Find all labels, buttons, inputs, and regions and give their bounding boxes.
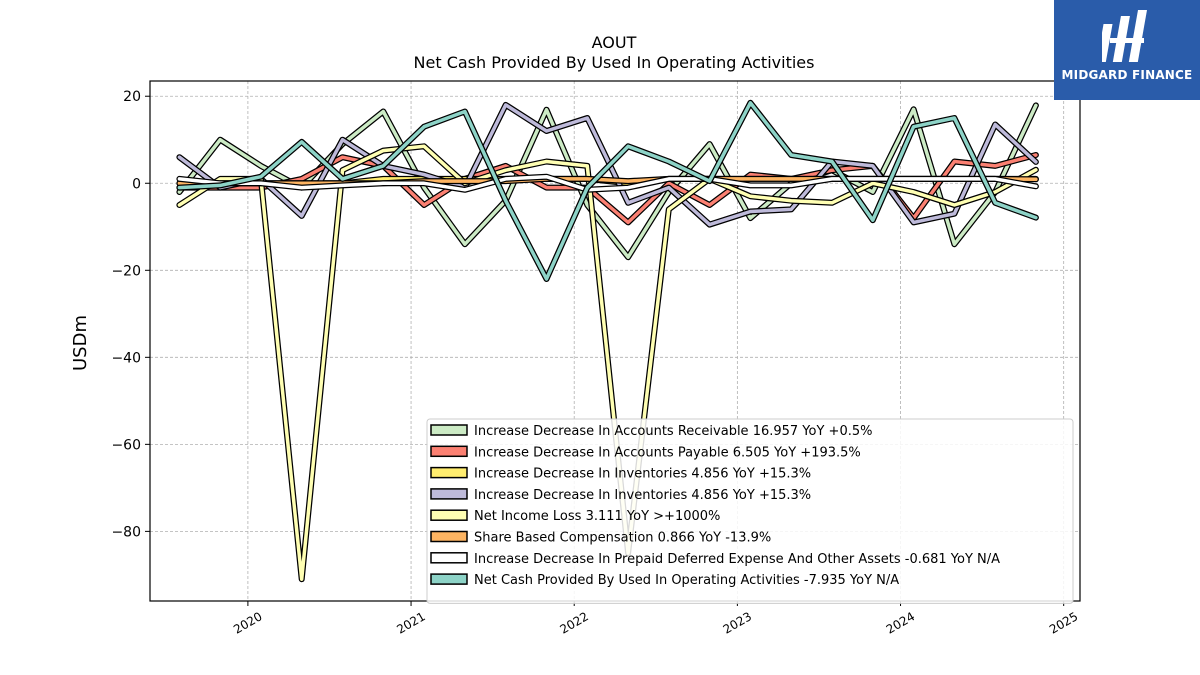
series-8	[176, 99, 1039, 282]
legend-label: Net Income Loss 3.111 YoY >+1000%	[474, 509, 720, 524]
legend-label: Share Based Compensation 0.866 YoY -13.9…	[474, 531, 771, 546]
legend-item: Net Income Loss 3.111 YoY >+1000%	[430, 509, 720, 524]
chart-subtitle: Net Cash Provided By Used In Operating A…	[414, 53, 815, 72]
y-tick-label: −40	[111, 350, 141, 366]
legend-item: Share Based Compensation 0.866 YoY -13.9…	[430, 530, 771, 546]
series-layer	[176, 99, 1039, 583]
legend-item: Increase Decrease In Inventories 4.856 Y…	[430, 488, 811, 503]
y-tick-label: 0	[132, 176, 141, 192]
legend-swatch	[430, 552, 468, 564]
x-tick-label: 2024	[884, 609, 917, 636]
y-tick-label: −60	[111, 437, 141, 453]
logo-text: MIDGARD FINANCE	[1061, 68, 1193, 82]
legend-swatch	[430, 530, 468, 543]
brand-logo: MIDGARD FINANCE	[1054, 0, 1200, 100]
y-tick-label: 20	[123, 89, 141, 105]
series-line	[177, 101, 1038, 281]
series-line	[177, 103, 1038, 227]
logo-mark-icon	[1102, 10, 1147, 62]
y-tick-label: −20	[111, 263, 141, 279]
legend-swatch	[430, 509, 468, 521]
y-axis-label: USDm	[70, 315, 91, 371]
legend-label: Increase Decrease In Prepaid Deferred Ex…	[474, 552, 1000, 567]
series-line	[177, 144, 1038, 581]
x-tick-label: 2020	[231, 609, 264, 636]
x-tick-label: 2025	[1047, 609, 1080, 636]
legend-label: Increase Decrease In Inventories 4.856 Y…	[474, 467, 811, 482]
legend-box	[426, 418, 1074, 604]
chart-title: AOUT	[592, 33, 637, 52]
legend-item: Increase Decrease In Prepaid Deferred Ex…	[430, 552, 1000, 567]
x-tick-label: 2022	[557, 609, 590, 636]
legend-swatch	[430, 445, 468, 458]
y-tick-label: −80	[111, 524, 141, 540]
series-5	[176, 143, 1039, 583]
legend-label: Increase Decrease In Accounts Receivable…	[474, 424, 872, 439]
legend-item: Increase Decrease In Inventories 4.856 Y…	[430, 466, 811, 482]
legend-label: Increase Decrease In Inventories 4.856 Y…	[474, 488, 811, 503]
legend: Increase Decrease In Accounts Receivable…	[426, 418, 1074, 604]
legend-label: Increase Decrease In Accounts Payable 6.…	[474, 445, 861, 460]
legend-swatch	[430, 573, 468, 585]
legend-swatch	[430, 466, 468, 479]
x-tick-label: 2023	[721, 609, 754, 636]
x-tick-label: 2021	[394, 609, 427, 636]
legend-item: Increase Decrease In Accounts Receivable…	[430, 424, 872, 439]
legend-swatch	[430, 424, 468, 436]
legend-item: Increase Decrease In Accounts Payable 6.…	[430, 445, 861, 460]
series-4	[176, 101, 1039, 228]
legend-swatch	[430, 488, 468, 500]
legend-label: Net Cash Provided By Used In Operating A…	[474, 573, 899, 588]
legend-item: Net Cash Provided By Used In Operating A…	[430, 573, 899, 588]
